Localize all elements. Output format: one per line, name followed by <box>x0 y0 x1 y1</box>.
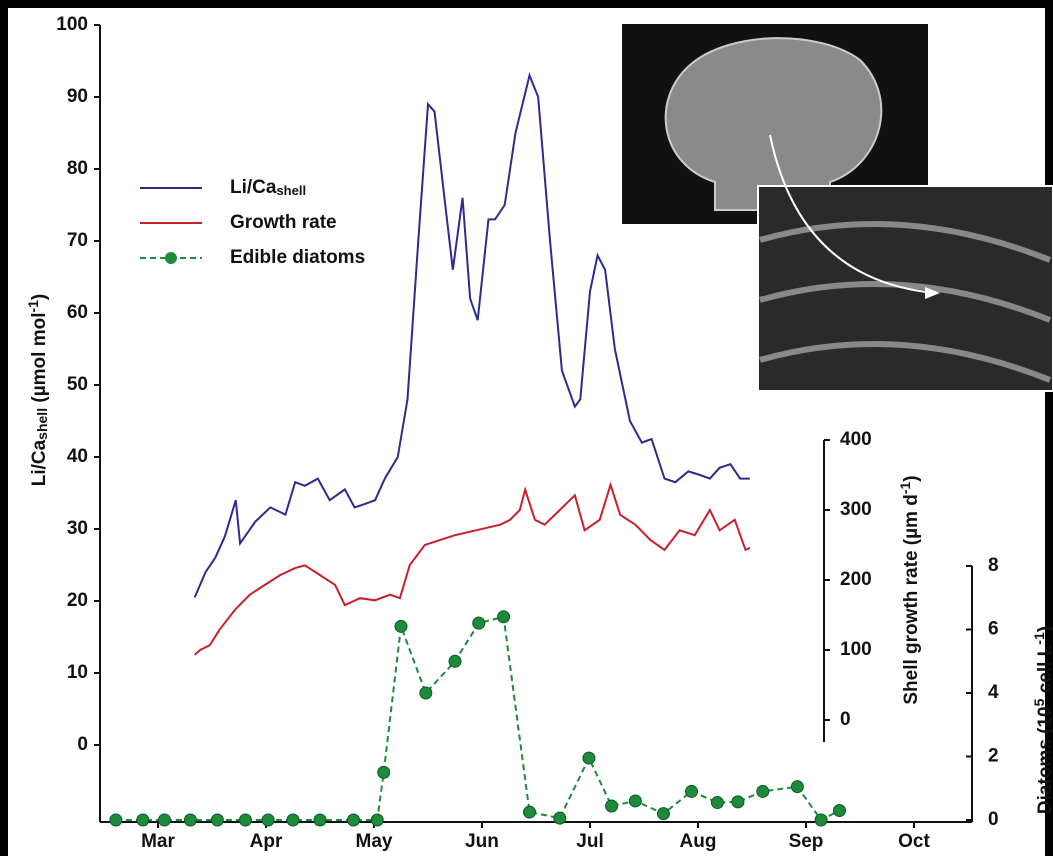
legend-name: Edible diatoms <box>230 247 365 268</box>
legend-sub: shell <box>276 183 306 198</box>
legend-name: Li/Ca <box>230 177 277 198</box>
series-line <box>193 72 750 598</box>
y-tick-label: 90 <box>67 86 88 107</box>
series-marker <box>656 807 670 821</box>
series-marker <box>790 780 804 794</box>
series-marker <box>731 795 745 809</box>
series-marker <box>710 796 724 810</box>
series-marker <box>136 813 150 827</box>
y-tick-label: 20 <box>67 590 88 611</box>
series-marker <box>472 616 486 630</box>
y2-axis-title-part: ) <box>901 475 922 481</box>
x-tick-label: Mar <box>141 831 175 852</box>
x-tick-label: May <box>356 831 393 852</box>
series-marker <box>832 803 846 817</box>
series-marker <box>183 813 197 827</box>
y2-tick-label: 0 <box>840 709 851 730</box>
y2-tick-label: 300 <box>840 499 872 520</box>
legend-label: Growth rate <box>230 212 337 233</box>
series-marker <box>210 813 224 827</box>
series-marker <box>157 813 171 827</box>
series-marker <box>582 751 596 765</box>
y2-axis-title-part: Shell growth rate (µm d <box>901 494 922 704</box>
legend-label: Li/Cashell <box>230 177 306 198</box>
y-axis-title-part: shell <box>34 408 50 440</box>
legend-marker <box>165 252 177 264</box>
series-marker <box>238 813 252 827</box>
y2-axis-title-part: -1 <box>897 481 913 494</box>
series-marker <box>394 619 408 633</box>
series-marker <box>448 654 462 668</box>
x-tick-label: Oct <box>898 831 930 852</box>
y2-tick-label: 200 <box>840 569 872 590</box>
y-tick-label: 100 <box>56 14 88 35</box>
y-tick-label: 80 <box>67 158 88 179</box>
legend-name: Growth rate <box>230 212 337 233</box>
legend-label: Edible diatoms <box>230 247 365 268</box>
y-tick-label: 0 <box>77 734 88 755</box>
series-marker <box>628 794 642 808</box>
series-marker <box>286 813 300 827</box>
series-marker <box>419 686 433 700</box>
photo-shell <box>622 24 1053 392</box>
y3-tick-label: 2 <box>988 746 999 767</box>
series-marker <box>553 811 567 825</box>
y2-tick-label: 400 <box>840 429 872 450</box>
y3-axis-title-part: Diatoms (10 <box>1035 706 1053 814</box>
series-marker <box>377 765 391 779</box>
x-tick-label: Jul <box>576 831 603 852</box>
series-line <box>194 481 751 656</box>
y-tick-label: 70 <box>67 230 88 251</box>
series-marker <box>685 784 699 798</box>
y3-axis-title: Diatoms (105 cell L-1) <box>1031 626 1053 814</box>
series-marker <box>814 813 828 827</box>
y-axis-title-part: -1 <box>25 300 41 313</box>
y-tick-label: 50 <box>67 374 88 395</box>
y3-tick-label: 8 <box>988 555 999 576</box>
series-marker <box>346 813 360 827</box>
y3-tick-label: 0 <box>988 809 999 830</box>
y3-tick-label: 4 <box>988 682 999 703</box>
series-marker <box>261 813 275 827</box>
y-tick-label: 40 <box>67 446 88 467</box>
series-marker <box>523 805 537 819</box>
y-axis-title-part: ) <box>29 294 50 300</box>
x-tick-label: Jun <box>465 831 499 852</box>
y-tick-label: 30 <box>67 518 88 539</box>
y-axis-title-part: Li/Ca <box>29 439 50 486</box>
y-tick-label: 60 <box>67 302 88 323</box>
y3-axis-title-part: 5 <box>1031 698 1047 706</box>
y-axis-title-part: (µmol mol <box>29 313 50 408</box>
y2-axis-title: Shell growth rate (µm d-1) <box>897 475 922 704</box>
y3-axis-title-part: -1 <box>1031 632 1047 645</box>
x-tick-label: Apr <box>250 831 283 852</box>
series-marker <box>370 813 384 827</box>
series-marker <box>313 813 327 827</box>
series-marker <box>109 813 123 827</box>
y2-tick-label: 100 <box>840 639 872 660</box>
x-tick-label: Aug <box>680 831 717 852</box>
y3-axis-title-part: cell L <box>1035 644 1053 698</box>
x-tick-label: Sep <box>789 831 824 852</box>
y-axis-title: Li/Cashell (µmol mol-1) <box>25 294 50 487</box>
series-marker <box>756 784 770 798</box>
legend: Li/Cashell Growth rate Edible diatoms <box>140 177 365 268</box>
y-tick-label: 10 <box>67 662 88 683</box>
y3-axis-title-part: ) <box>1035 626 1053 632</box>
y3-tick-label: 6 <box>988 619 999 640</box>
series-marker <box>605 799 619 813</box>
series-marker <box>497 610 511 624</box>
